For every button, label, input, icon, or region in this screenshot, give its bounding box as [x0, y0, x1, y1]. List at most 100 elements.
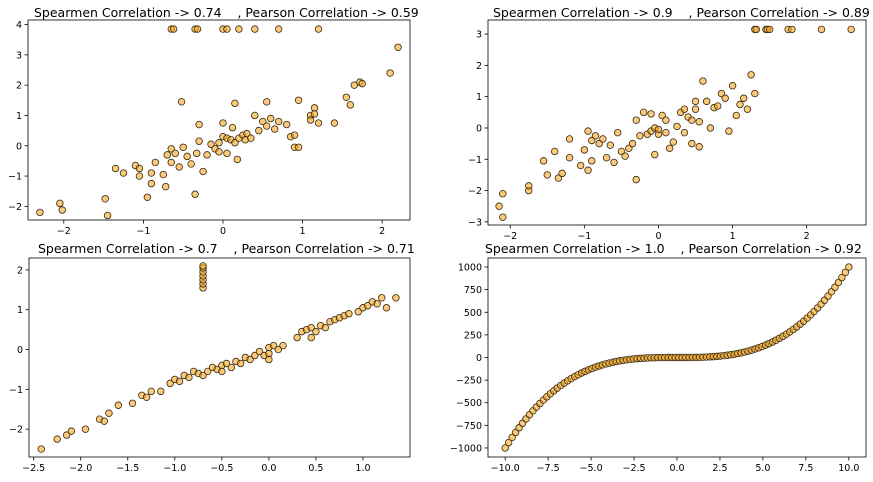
data-point [306, 116, 315, 124]
data-point [81, 425, 90, 433]
y-tick-label: −500 [456, 398, 482, 409]
data-point [525, 182, 533, 190]
data-point [271, 125, 279, 133]
data-point [265, 355, 273, 364]
data-point [294, 143, 303, 151]
x-tick-label: 0.0 [261, 463, 276, 474]
data-point [307, 333, 315, 342]
data-point [175, 163, 183, 171]
data-point [167, 158, 175, 167]
data-point [263, 98, 271, 106]
x-tick-label: −1 [577, 231, 591, 242]
data-point [183, 152, 191, 161]
data-point [255, 347, 264, 356]
data-point [695, 118, 703, 126]
data-point [58, 206, 66, 214]
data-point [702, 97, 711, 106]
data-point [310, 110, 319, 118]
y-tick-label: −750 [456, 421, 482, 432]
data-point [632, 116, 640, 124]
data-point [495, 202, 503, 210]
y-tick-label: 0 [17, 345, 23, 356]
data-point [101, 195, 109, 203]
data-point [199, 167, 207, 176]
data-point [728, 82, 737, 90]
x-tick-label: 1 [300, 226, 306, 237]
data-point [119, 169, 128, 177]
data-point [191, 190, 199, 198]
data-point [680, 105, 689, 113]
data-point [817, 25, 826, 34]
x-tick-label: 0 [655, 231, 661, 242]
data-point [215, 139, 223, 147]
data-point [680, 128, 689, 137]
data-point [354, 308, 362, 316]
data-point [499, 190, 507, 198]
y-tick-label: 3 [16, 50, 22, 61]
data-point [606, 141, 614, 149]
y-tick-label: 1 [16, 111, 22, 122]
x-tick-label: −10.0 [491, 463, 520, 474]
chart-title-2: Spearmen Correlation -> 0.9 , Pearson Co… [493, 5, 870, 20]
data-point [171, 149, 179, 158]
data-point [695, 143, 703, 151]
data-point [218, 367, 226, 376]
data-point [321, 323, 330, 332]
data-point [330, 119, 339, 127]
data-point [100, 417, 108, 425]
data-point [725, 127, 733, 135]
data-point [195, 120, 203, 129]
data-point [636, 132, 644, 140]
data-point [378, 294, 386, 302]
data-point [147, 169, 156, 177]
data-point [111, 164, 120, 173]
data-point [688, 139, 696, 148]
y-tick-label: 0 [476, 353, 482, 364]
x-tick-label: −2 [503, 231, 517, 242]
y-tick-label: −2 [9, 425, 23, 436]
data-point [706, 124, 715, 132]
data-point [845, 263, 853, 271]
data-point [151, 158, 160, 167]
x-tick-label: 2 [804, 231, 810, 242]
data-point [199, 262, 207, 270]
data-point [310, 104, 319, 112]
data-point [345, 310, 353, 318]
data-point [215, 148, 223, 156]
data-point [691, 97, 700, 106]
data-point [599, 135, 607, 143]
data-point [314, 119, 323, 127]
data-point [662, 116, 670, 124]
data-point [147, 387, 155, 396]
data-point [223, 149, 231, 158]
data-point [665, 144, 674, 153]
data-point [610, 158, 618, 167]
x-tick-label: −2.5 [22, 463, 45, 474]
x-tick-label: −1.0 [163, 463, 186, 474]
data-point [346, 101, 355, 109]
y-tick-label: 1000 [458, 263, 482, 274]
data-point [204, 367, 212, 376]
data-point [177, 98, 186, 106]
data-point [551, 147, 559, 156]
data-point [128, 399, 137, 407]
data-point [203, 151, 211, 159]
x-tick-label: −2.5 [623, 463, 646, 474]
y-tick-label: 2 [476, 61, 482, 72]
data-point [632, 175, 640, 184]
data-point [267, 114, 275, 123]
data-point [294, 96, 303, 105]
data-point [673, 122, 681, 131]
y-tick-label: 0 [16, 141, 22, 152]
data-point [834, 278, 843, 287]
data-point [752, 25, 761, 34]
y-tick-label: 0 [476, 123, 482, 134]
data-point [363, 302, 372, 310]
data-point [228, 123, 237, 132]
x-tick-label: 0.5 [308, 463, 323, 474]
data-point [721, 94, 729, 102]
y-tick-label: 2 [17, 265, 23, 276]
data-point [231, 139, 239, 147]
data-point [732, 111, 740, 120]
